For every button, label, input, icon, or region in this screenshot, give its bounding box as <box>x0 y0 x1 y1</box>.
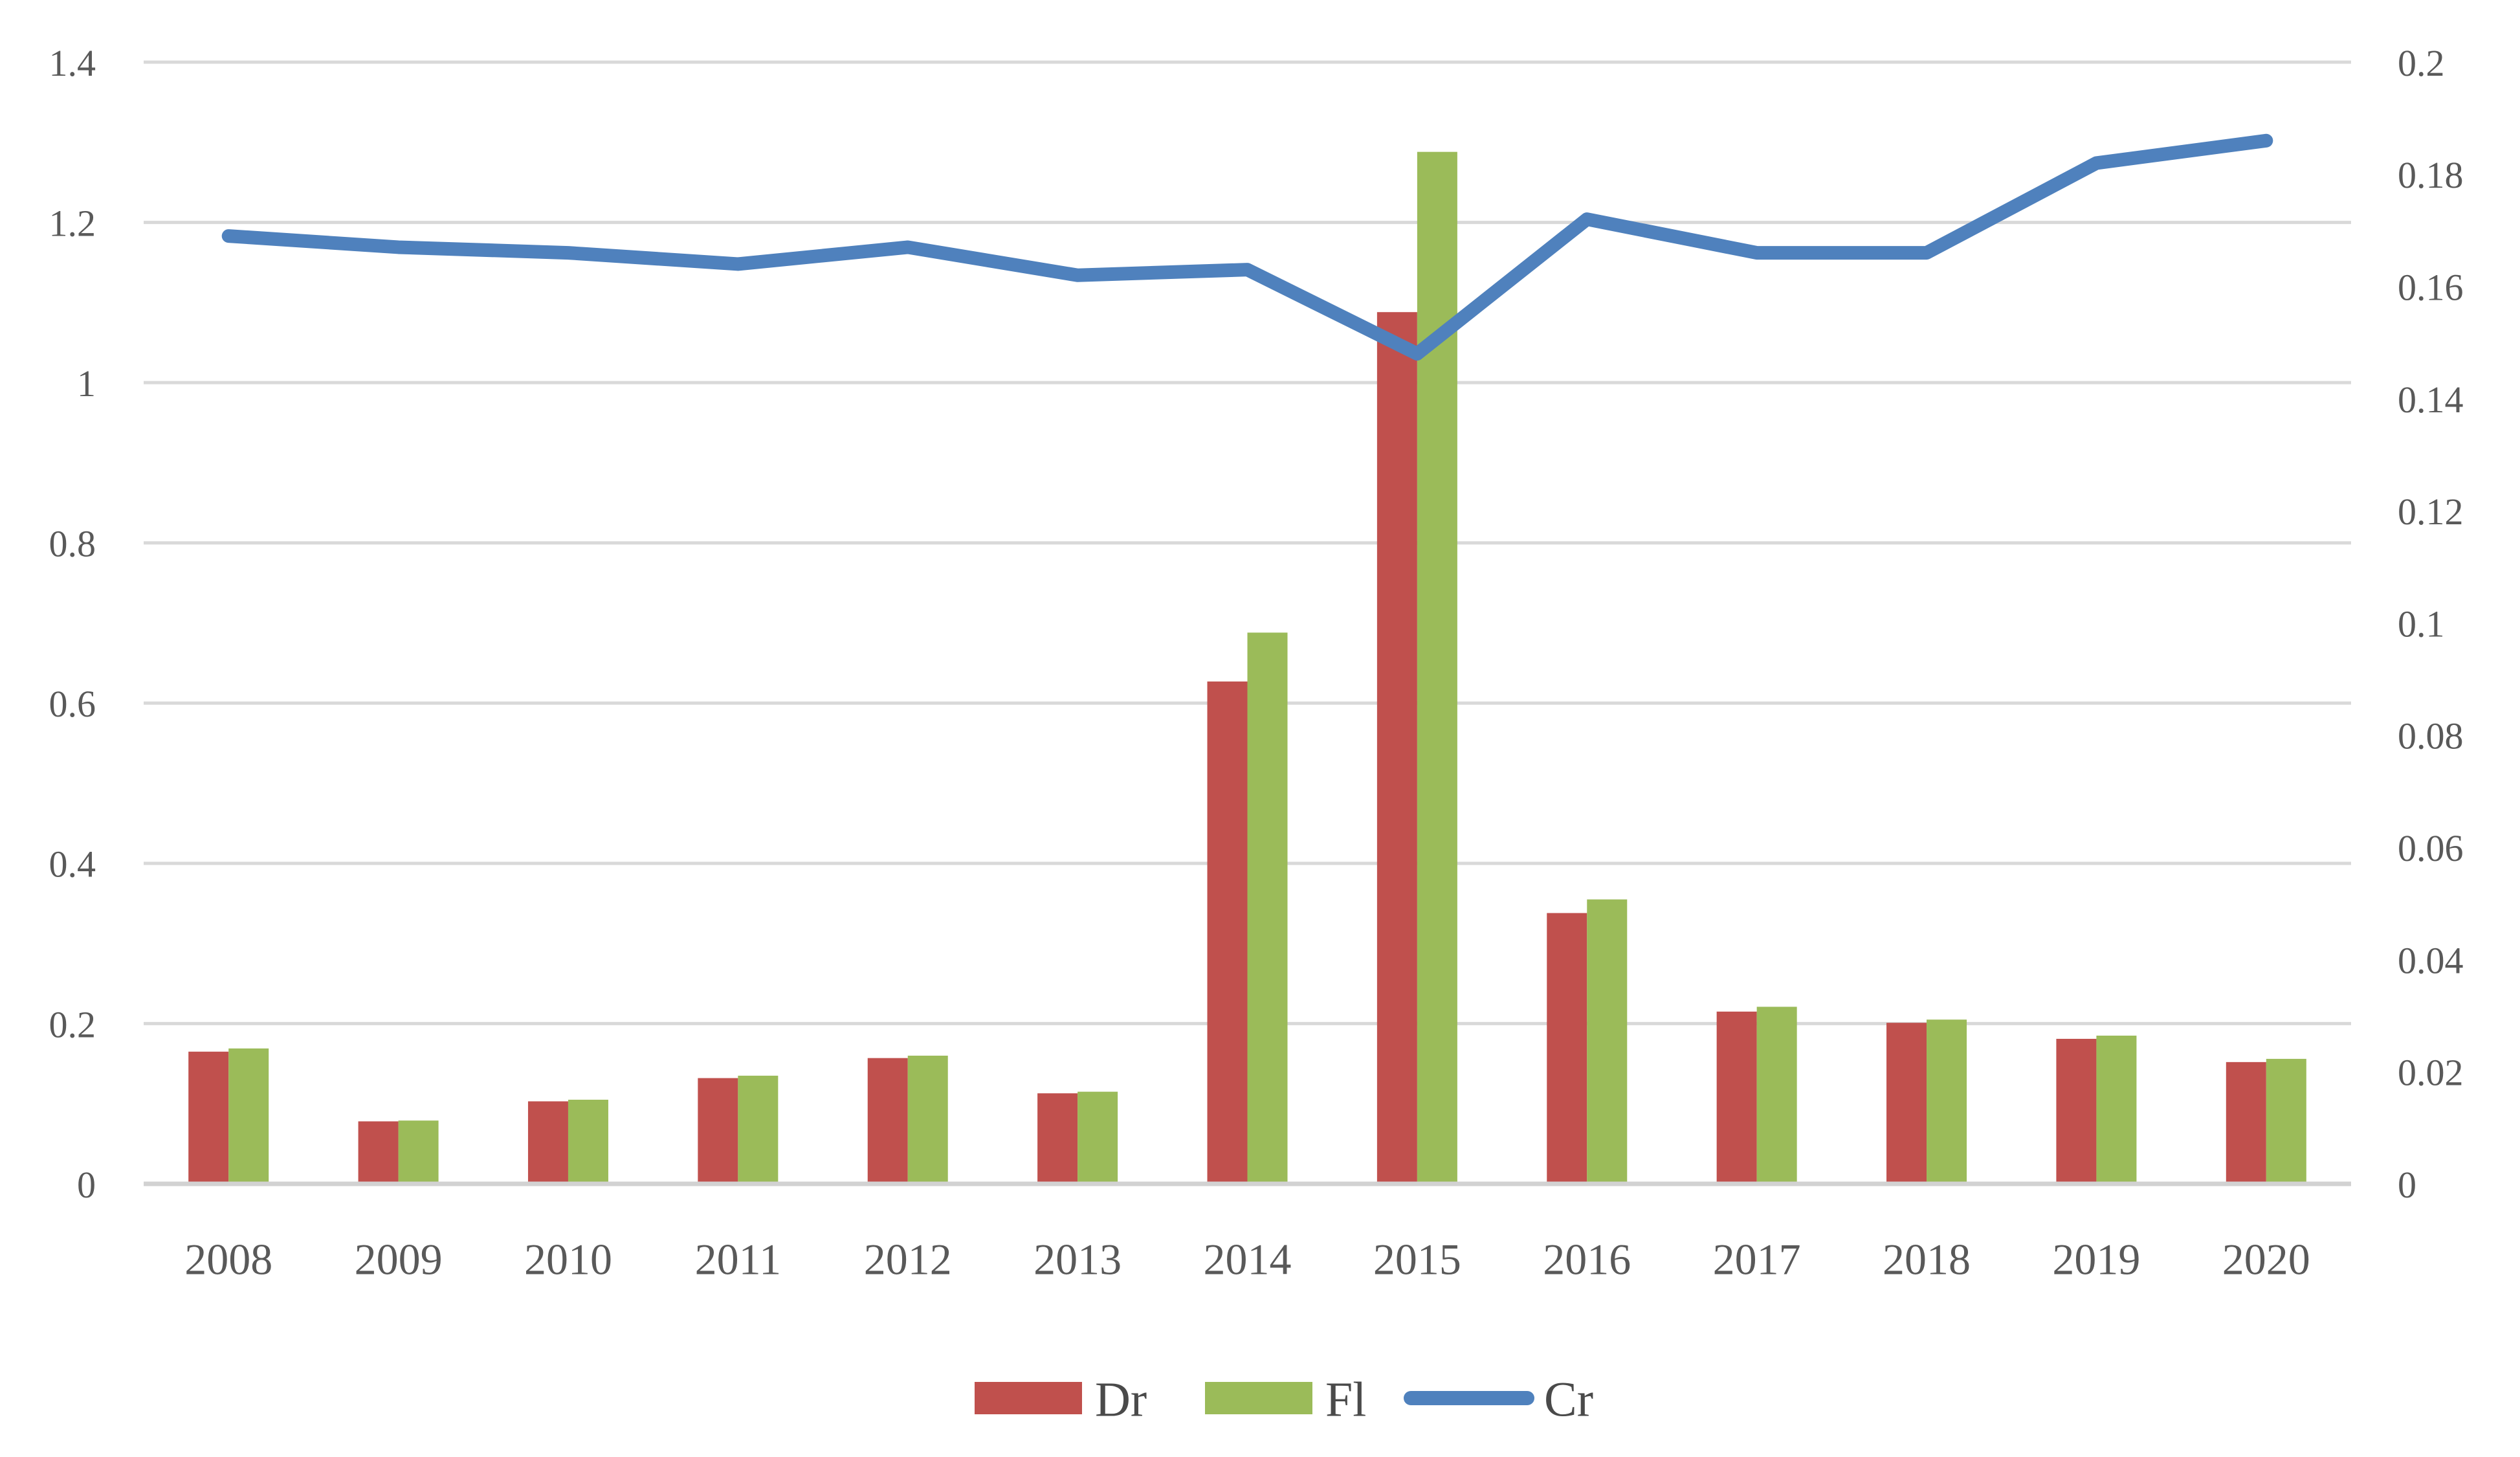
bar-series-group <box>188 151 2306 1184</box>
bar-fl-2017 <box>1756 1007 1797 1184</box>
bar-dr-2015 <box>1376 312 1417 1184</box>
line-series-group <box>221 133 2273 361</box>
x-tick-2010: 2010 <box>524 1234 612 1284</box>
right-tick-0.02: 0.02 <box>2398 1052 2464 1094</box>
right-tick-0.08: 0.08 <box>2398 715 2464 757</box>
bar-fl-2020 <box>2266 1058 2306 1184</box>
left-tick-0: 0 <box>77 1164 96 1206</box>
bar-dr-2013 <box>1037 1093 1078 1184</box>
bar-dr-2014 <box>1207 681 1248 1184</box>
left-axis-tick-labels: 0 0.2 0.4 0.6 0.8 1 1.2 1.4 <box>49 42 96 1206</box>
legend-label-cr: Cr <box>1544 1372 1593 1427</box>
bar-series-dr <box>188 312 2266 1184</box>
right-tick-0.2: 0.2 <box>2398 42 2445 84</box>
line-cr <box>221 133 2273 361</box>
x-tick-2017: 2017 <box>1713 1234 1801 1284</box>
bar-fl-2015 <box>1417 151 1457 1184</box>
bar-dr-2012 <box>867 1058 908 1184</box>
bar-fl-2013 <box>1078 1091 1118 1184</box>
x-tick-2009: 2009 <box>355 1234 443 1284</box>
left-tick-0.6: 0.6 <box>49 683 96 725</box>
right-axis-tick-labels: 0 0.02 0.04 0.06 0.08 0.1 0.12 0.14 0.16 0.18 0.2 <box>2398 42 2464 1206</box>
bar-series-fl <box>228 151 2306 1184</box>
x-tick-2020: 2020 <box>2222 1234 2310 1284</box>
bar-dr-2020 <box>2226 1062 2266 1184</box>
x-axis-tick-labels: 2008 2009 2010 2011 2012 2013 2014 2015 2016 2017… <box>184 1234 2310 1284</box>
bar-dr-2010 <box>527 1101 568 1184</box>
x-tick-2016: 2016 <box>1543 1234 1631 1284</box>
x-tick-2012: 2012 <box>864 1234 952 1284</box>
legend-swatch-dr <box>975 1382 1082 1414</box>
x-tick-2013: 2013 <box>1033 1234 1122 1284</box>
bar-dr-2011 <box>698 1078 738 1184</box>
left-tick-0.2: 0.2 <box>49 1003 96 1045</box>
bar-fl-2012 <box>907 1055 948 1184</box>
right-tick-0.04: 0.04 <box>2398 939 2464 981</box>
legend-label-dr: Dr <box>1095 1372 1147 1427</box>
bar-fl-2016 <box>1587 899 1628 1184</box>
x-tick-2015: 2015 <box>1373 1234 1461 1284</box>
right-tick-0.18: 0.18 <box>2398 154 2464 196</box>
bar-dr-2016 <box>1547 913 1587 1184</box>
left-tick-0.8: 0.8 <box>49 523 96 565</box>
x-tick-2011: 2011 <box>695 1234 781 1284</box>
right-tick-0.12: 0.12 <box>2398 491 2464 533</box>
right-tick-0.14: 0.14 <box>2398 379 2464 421</box>
bar-fl-2009 <box>398 1120 439 1184</box>
bar-fl-2011 <box>738 1075 779 1184</box>
bar-dr-2008 <box>188 1051 229 1184</box>
bar-fl-2018 <box>1927 1019 1967 1184</box>
legend-label-fl: Fl <box>1325 1372 1366 1427</box>
x-tick-2014: 2014 <box>1204 1234 1292 1284</box>
legend: Dr Fl Cr <box>975 1372 1593 1427</box>
legend-swatch-fl <box>1205 1382 1312 1414</box>
right-tick-0.1: 0.1 <box>2398 603 2445 645</box>
bar-fl-2008 <box>228 1048 269 1184</box>
bar-fl-2019 <box>2096 1035 2137 1184</box>
x-tick-2019: 2019 <box>2052 1234 2140 1284</box>
bar-dr-2017 <box>1716 1011 1757 1184</box>
x-tick-2008: 2008 <box>184 1234 272 1284</box>
bar-dr-2018 <box>1886 1023 1927 1184</box>
bar-dr-2019 <box>2056 1038 2097 1184</box>
right-tick-0.06: 0.06 <box>2398 827 2464 869</box>
bar-fl-2014 <box>1247 632 1288 1184</box>
x-tick-2018: 2018 <box>1883 1234 1971 1284</box>
bar-fl-2010 <box>568 1100 608 1184</box>
left-tick-1.4: 1.4 <box>49 42 96 84</box>
right-tick-0: 0 <box>2398 1164 2416 1206</box>
left-tick-1: 1 <box>77 362 96 405</box>
right-tick-0.16: 0.16 <box>2398 266 2464 308</box>
left-tick-0.4: 0.4 <box>49 843 96 885</box>
bar-dr-2009 <box>358 1121 399 1184</box>
left-tick-1.2: 1.2 <box>49 202 96 244</box>
